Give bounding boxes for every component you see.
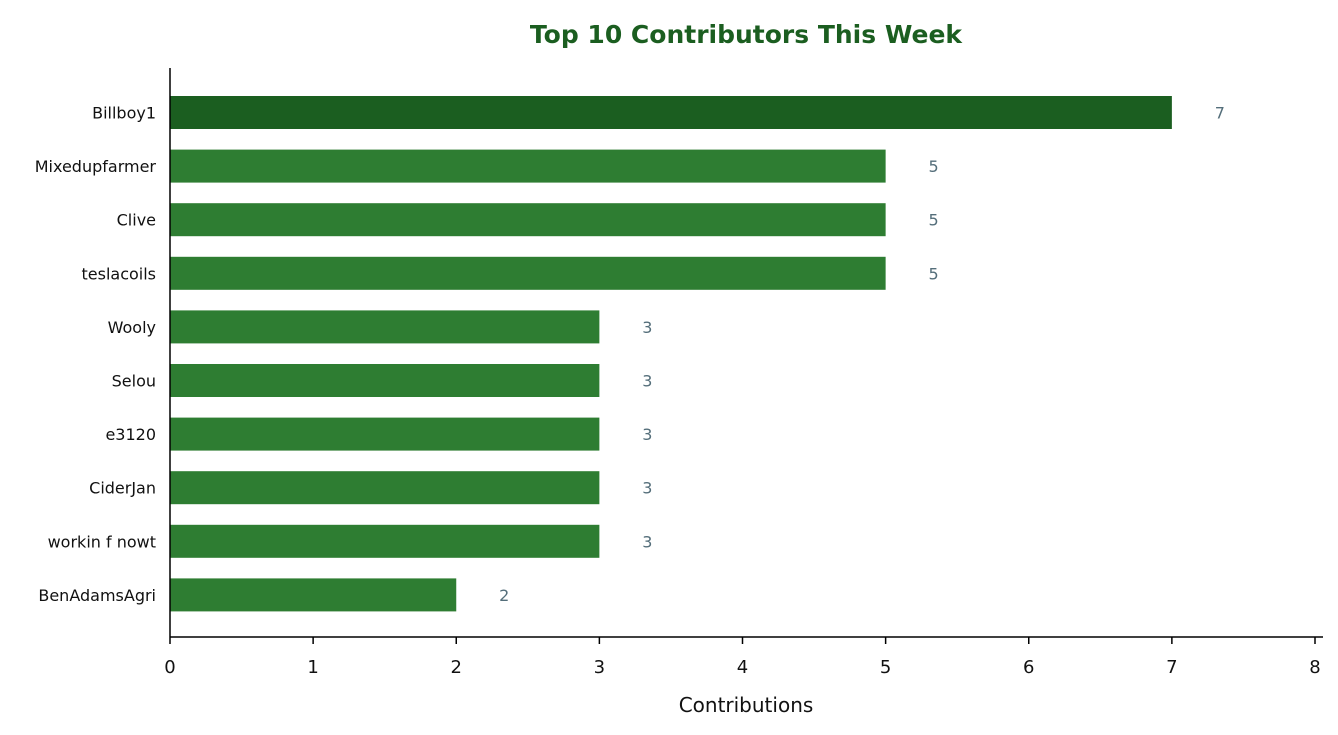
- data-label-0: 7: [1215, 104, 1225, 123]
- bar-5: [170, 364, 600, 397]
- x-tick-label-0: 0: [164, 657, 175, 678]
- category-label-6: e3120: [105, 425, 156, 444]
- bar-3: [170, 256, 886, 290]
- category-label-4: Wooly: [108, 318, 156, 337]
- data-label-7: 3: [642, 479, 652, 498]
- x-axis-label: Contributions: [679, 693, 814, 717]
- category-labels: Billboy1 Mixedupfarmer Clive teslacoils Wool…: [35, 104, 157, 605]
- x-tick-label-6: 6: [1023, 657, 1034, 678]
- bar-9: [170, 578, 457, 612]
- bar-7: [170, 471, 600, 505]
- category-label-8: workin f nowt: [48, 532, 156, 551]
- data-label-6: 3: [642, 425, 652, 444]
- bar-1: [170, 149, 886, 183]
- chart-title: Top 10 Contributors This Week: [530, 20, 964, 49]
- category-label-5: Selou: [112, 372, 156, 391]
- bar-8: [170, 524, 600, 558]
- x-tick-label-1: 1: [307, 657, 318, 678]
- bar-6: [170, 417, 600, 451]
- data-label-2: 5: [929, 211, 939, 230]
- x-tick-label-3: 3: [594, 657, 605, 678]
- x-tick-label-2: 2: [451, 657, 462, 678]
- data-label-3: 5: [929, 264, 939, 283]
- x-tick-label-4: 4: [737, 657, 748, 678]
- category-label-3: teslacoils: [81, 264, 156, 283]
- category-label-0: Billboy1: [92, 104, 156, 123]
- x-tick-label-5: 5: [880, 657, 891, 678]
- category-label-7: CiderJan: [89, 479, 156, 498]
- x-ticks: 0 1 2 3 4 5 6 7 8: [164, 637, 1321, 678]
- category-label-1: Mixedupfarmer: [35, 157, 157, 176]
- data-label-4: 3: [642, 318, 652, 337]
- x-tick-label-7: 7: [1166, 657, 1177, 678]
- data-label-8: 3: [642, 532, 652, 551]
- bar-4: [170, 310, 600, 344]
- category-label-9: BenAdamsAgri: [38, 586, 156, 605]
- bar-0: [170, 96, 1172, 129]
- bars-group: [170, 96, 1172, 612]
- x-tick-label-8: 8: [1309, 657, 1320, 678]
- data-label-1: 5: [929, 157, 939, 176]
- category-label-2: Clive: [117, 211, 156, 230]
- bar-2: [170, 203, 886, 237]
- data-label-5: 3: [642, 372, 652, 391]
- data-labels: 7 5 5 5 3 3 3 3 3 2: [499, 104, 1225, 605]
- data-label-9: 2: [499, 586, 509, 605]
